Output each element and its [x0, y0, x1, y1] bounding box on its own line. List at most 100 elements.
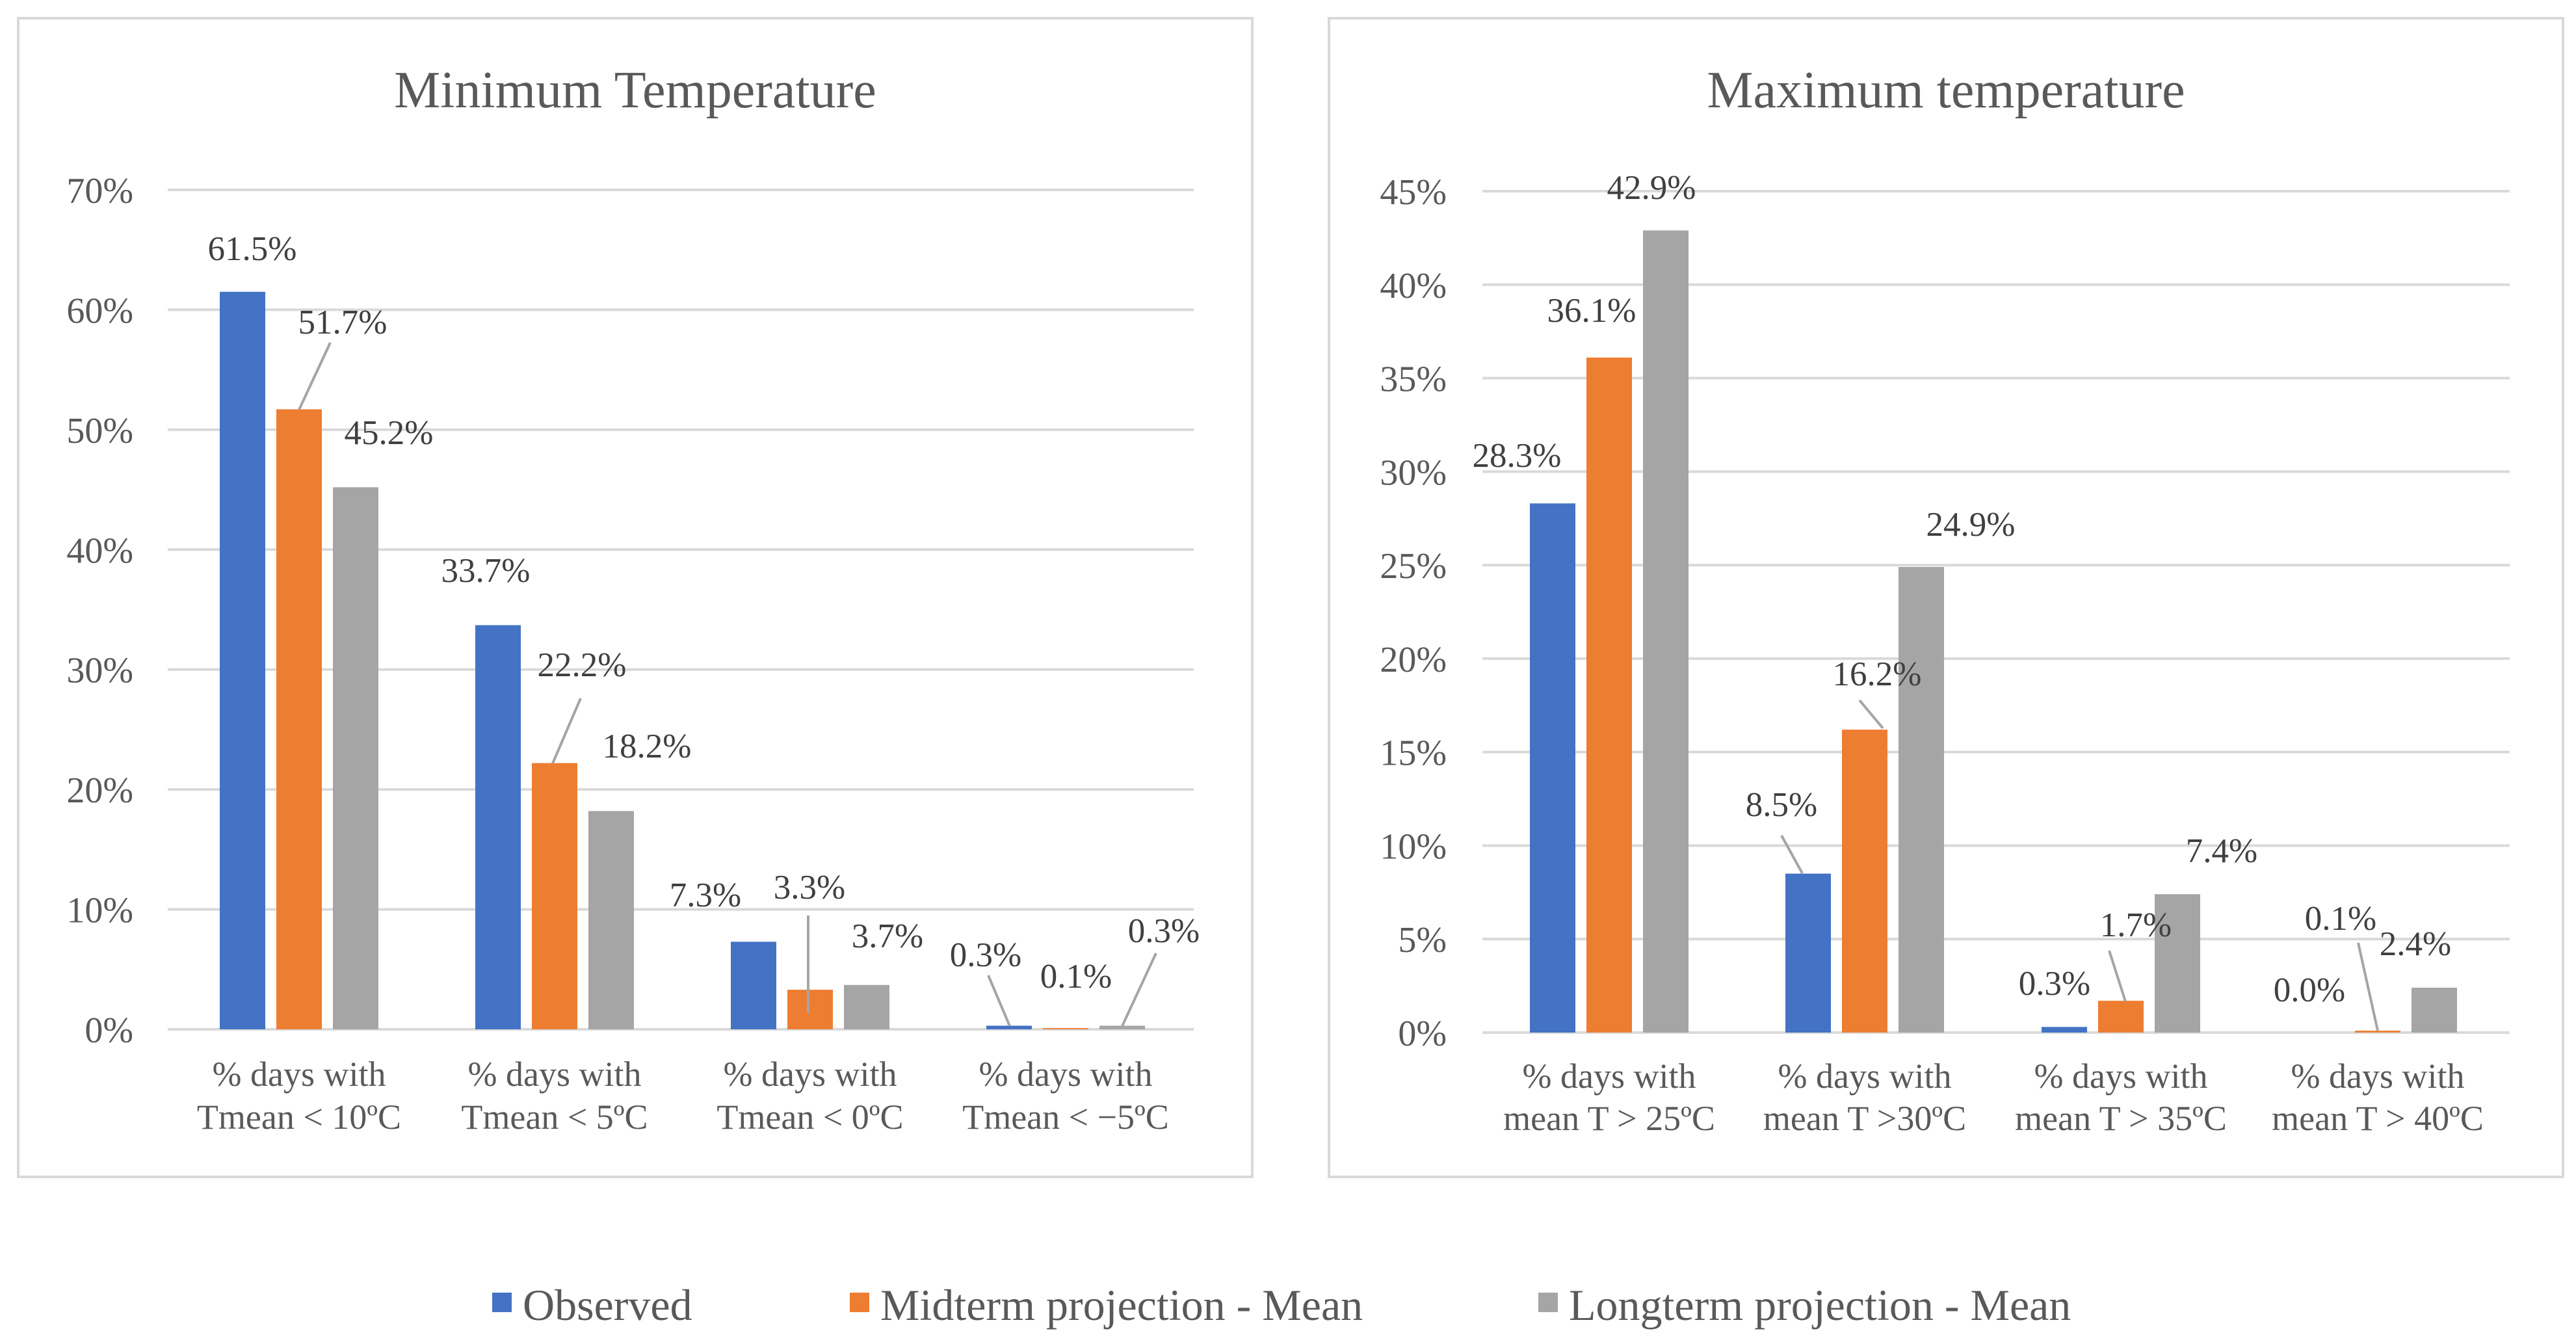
y-tick-label: 30% — [66, 651, 133, 691]
bar-longterm — [2412, 987, 2457, 1033]
data-labels: 61.5% 33.7% 7.3% 0.3% 51.7% 22.2% 3.3% 0.1% 45.2… — [208, 230, 1200, 995]
chart-title: Minimum Temperature — [394, 62, 876, 119]
leader-line — [1121, 953, 1157, 1027]
data-label-midterm: 22.2% — [538, 646, 627, 684]
data-label-midterm: 51.7% — [298, 304, 388, 341]
x-category-label-line2: Tmean < 10ºC — [197, 1098, 401, 1137]
legend-swatch-longterm — [1538, 1293, 1558, 1312]
x-category-label-line2: mean T >30ºC — [1763, 1099, 1966, 1138]
bar-observed — [2042, 1027, 2087, 1033]
y-tick-label: 70% — [66, 171, 133, 211]
x-category-label-line2: Tmean < −5ºC — [962, 1098, 1169, 1137]
leader-line — [2108, 950, 2127, 1002]
bar-longterm — [333, 487, 378, 1029]
bar-midterm — [787, 990, 833, 1029]
data-labels: 28.3% 8.5% 0.3% 0.0% 36.1% 16.2% 1.7% 0.1% 42.9%… — [1473, 169, 2452, 1009]
chart-frame — [17, 17, 1254, 1178]
bar-midterm — [2098, 1001, 2144, 1033]
legend-item-observed: Observed — [492, 1280, 692, 1330]
y-tick-label: 40% — [66, 531, 133, 571]
data-label-midterm: 1.7% — [2100, 906, 2172, 944]
legend-swatch-midterm — [850, 1293, 869, 1312]
leader-line — [551, 698, 582, 764]
data-label-midterm: 36.1% — [1547, 292, 1636, 330]
legend-swatch-observed — [492, 1293, 512, 1312]
data-label-observed: 33.7% — [441, 552, 531, 590]
x-category-label-line2: mean T > 35ºC — [2015, 1099, 2227, 1138]
bar-midterm — [1586, 357, 1632, 1033]
y-tick-label: 15% — [1380, 733, 1447, 774]
legend-label-midterm: Midterm projection - Mean — [880, 1280, 1363, 1330]
bar-longterm — [1899, 566, 1944, 1033]
y-tick-label: 25% — [1380, 546, 1447, 586]
x-category-label-line2: mean T > 40ºC — [2272, 1099, 2484, 1138]
x-category-label-line1: % days with — [1778, 1057, 1952, 1096]
x-category-label-line2: mean T > 25ºC — [1503, 1099, 1715, 1138]
bar-observed — [1530, 503, 1575, 1033]
bar-midterm — [1842, 730, 1887, 1033]
data-label-observed: 0.3% — [2019, 965, 2090, 1003]
y-tick-label: 0% — [1398, 1014, 1447, 1054]
y-tick-label: 10% — [1380, 826, 1447, 867]
bar-observed — [1785, 873, 1831, 1033]
data-label-midterm: 3.3% — [774, 869, 845, 906]
data-label-longterm: 3.7% — [852, 917, 923, 955]
bar-longterm — [844, 984, 889, 1029]
y-tick-label: 10% — [66, 891, 133, 931]
data-label-midterm: 0.1% — [1040, 958, 1112, 995]
leader-line — [1858, 699, 1884, 730]
data-label-observed: 0.0% — [2274, 971, 2345, 1009]
leader-line — [1780, 835, 1804, 874]
bars — [1530, 230, 2457, 1033]
legend-item-midterm: Midterm projection - Mean — [850, 1280, 1363, 1330]
legend: Observed Midterm projection - Mean Longt… — [492, 1280, 2071, 1330]
data-label-observed: 0.3% — [950, 936, 1021, 974]
data-label-observed: 28.3% — [1473, 437, 1562, 475]
data-label-longterm: 24.9% — [1926, 506, 2016, 544]
bar-observed — [986, 1025, 1032, 1029]
data-label-longterm: 18.2% — [603, 728, 692, 765]
data-label-longterm: 42.9% — [1607, 169, 1696, 207]
x-category-label-line1: % days with — [724, 1055, 897, 1094]
x-category-label-line2: Tmean < 0ºC — [716, 1098, 903, 1137]
data-label-midterm: 16.2% — [1833, 655, 1922, 693]
x-category-label-line1: % days with — [468, 1055, 642, 1094]
x-axis-categories: % days with Tmean < 10ºC % days with Tmean … — [197, 1055, 1169, 1137]
bar-longterm — [1099, 1025, 1145, 1029]
bar-midterm — [532, 763, 577, 1029]
x-category-label-line1: % days with — [1523, 1057, 1696, 1096]
y-tick-label: 30% — [1380, 453, 1447, 493]
bar-observed — [475, 625, 521, 1029]
bar-observed — [731, 942, 776, 1029]
bar-longterm — [2155, 894, 2200, 1033]
leader-lines — [298, 342, 1157, 1027]
bar-midterm — [1043, 1028, 1088, 1029]
x-category-label-line2: Tmean < 5ºC — [461, 1098, 648, 1137]
data-label-midterm: 0.1% — [2305, 900, 2376, 938]
minimum-temperature-chart: Minimum Temperature 0% 10% 20% 30% 40% 50% 60%… — [17, 17, 1254, 1178]
x-category-label-line1: % days with — [2034, 1057, 2208, 1096]
bar-midterm — [276, 409, 322, 1029]
bars — [220, 291, 1145, 1029]
chart-title: Maximum temperature — [1707, 62, 2185, 119]
x-category-label-line1: % days with — [213, 1055, 386, 1094]
y-tick-label: 50% — [66, 411, 133, 451]
data-label-longterm: 0.3% — [1128, 912, 1200, 950]
x-category-label-line1: % days with — [2291, 1057, 2465, 1096]
legend-item-longterm: Longterm projection - Mean — [1538, 1280, 2071, 1330]
bar-observed — [220, 291, 265, 1029]
leader-line — [987, 975, 1011, 1027]
bar-midterm — [2355, 1031, 2400, 1033]
leader-lines — [1780, 699, 2379, 1031]
y-axis-ticks: 0% 5% 10% 15% 20% 25% 30% 35% 40% 45% — [1380, 172, 1447, 1054]
x-category-label-line1: % days with — [979, 1055, 1153, 1094]
maximum-temperature-chart: Maximum temperature 0% 5% 10% 15% 20% 25% 30% 3… — [1328, 17, 2564, 1178]
legend-label-longterm: Longterm projection - Mean — [1569, 1280, 2071, 1330]
bar-longterm — [588, 811, 634, 1029]
y-axis-ticks: 0% 10% 20% 30% 40% 50% 60% 70% — [66, 171, 133, 1051]
bar-longterm — [1643, 230, 1689, 1033]
y-tick-label: 35% — [1380, 360, 1447, 400]
data-label-longterm: 2.4% — [2380, 925, 2451, 963]
